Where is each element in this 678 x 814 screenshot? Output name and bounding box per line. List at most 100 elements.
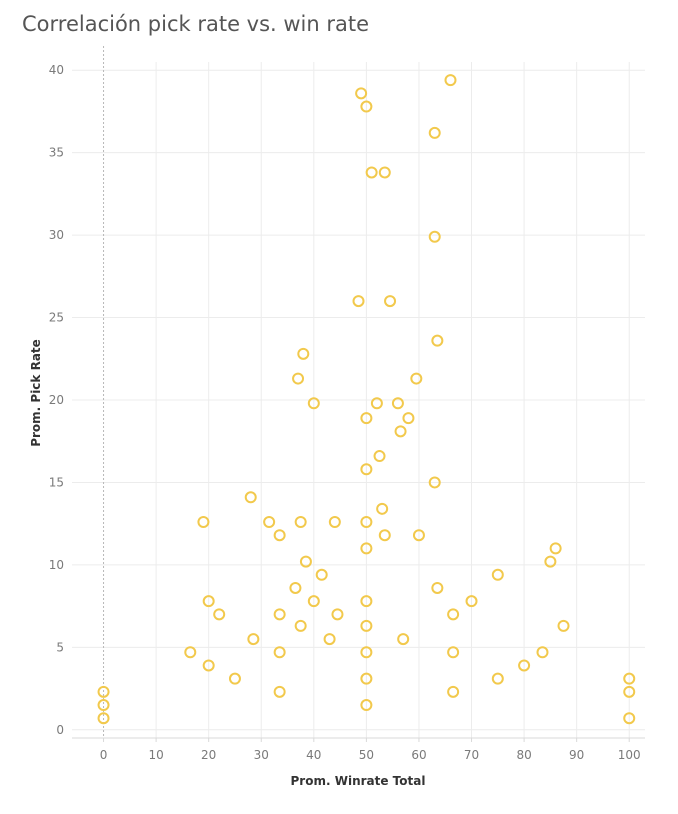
data-point[interactable] [97,712,110,725]
data-point[interactable] [299,555,312,568]
y-tick-label: 15 [49,475,64,489]
data-point[interactable] [315,568,328,581]
data-point[interactable] [391,397,404,410]
data-point[interactable] [273,529,286,542]
data-point[interactable] [360,412,373,425]
data-point[interactable] [360,516,373,529]
y-tick-label: 10 [49,558,64,572]
x-tick-label: 40 [306,748,321,762]
x-tick-label: 10 [148,748,163,762]
data-point[interactable] [360,595,373,608]
data-point[interactable] [428,476,441,489]
data-point[interactable] [623,685,636,698]
data-point[interactable] [213,608,226,621]
data-point[interactable] [428,230,441,243]
data-point[interactable] [378,166,391,179]
data-point[interactable] [431,334,444,347]
data-point[interactable] [491,568,504,581]
data-point[interactable] [394,425,407,438]
data-point[interactable] [557,619,570,632]
data-point[interactable] [447,608,460,621]
data-point[interactable] [228,672,241,685]
data-point[interactable] [273,685,286,698]
chart-title: Correlación pick rate vs. win rate [22,12,370,36]
data-point[interactable] [97,685,110,698]
data-point[interactable] [410,372,423,385]
data-point[interactable] [402,412,415,425]
data-point[interactable] [465,595,478,608]
data-point[interactable] [444,74,457,87]
x-tick-label: 80 [516,748,531,762]
data-point[interactable] [244,491,257,504]
data-point[interactable] [376,502,389,515]
data-point[interactable] [447,685,460,698]
data-point[interactable] [247,633,260,646]
data-point[interactable] [297,347,310,360]
data-point[interactable] [412,529,425,542]
data-point[interactable] [294,516,307,529]
y-tick-label: 20 [49,393,64,407]
data-point[interactable] [184,646,197,659]
y-tick-label: 30 [49,228,64,242]
data-point[interactable] [360,646,373,659]
x-tick-label: 20 [201,748,216,762]
data-point[interactable] [549,542,562,555]
data-point[interactable] [197,516,210,529]
data-point[interactable] [384,295,397,308]
data-point[interactable] [360,100,373,113]
data-point[interactable] [518,659,531,672]
x-tick-label: 0 [100,748,108,762]
data-point[interactable] [536,646,549,659]
y-axis-title: Prom. Pick Rate [29,339,43,447]
data-point[interactable] [360,672,373,685]
data-point[interactable] [378,529,391,542]
data-point[interactable] [360,619,373,632]
data-point[interactable] [365,166,378,179]
x-tick-label: 70 [464,748,479,762]
x-tick-label: 90 [569,748,584,762]
data-point[interactable] [397,633,410,646]
points-layer [97,74,636,725]
data-point[interactable] [360,463,373,476]
data-point[interactable] [355,87,368,100]
data-point[interactable] [360,542,373,555]
data-point[interactable] [202,659,215,672]
x-tick-label: 30 [254,748,269,762]
data-point[interactable] [360,699,373,712]
y-tick-label: 40 [49,63,64,77]
data-point[interactable] [428,126,441,139]
data-point[interactable] [370,397,383,410]
data-point[interactable] [202,595,215,608]
data-point[interactable] [431,581,444,594]
axis-layer: 0 10 20 30 40 50 60 70 80 90 100 0 5 10 15 20 25 30 35 40 [49,63,645,762]
data-point[interactable] [323,633,336,646]
data-point[interactable] [447,646,460,659]
data-point[interactable] [307,595,320,608]
data-point[interactable] [289,581,302,594]
y-tick-label: 0 [56,723,64,737]
data-point[interactable] [373,450,386,463]
x-tick-label: 100 [618,748,641,762]
y-tick-label: 5 [56,640,64,654]
x-axis-title: Prom. Winrate Total [291,774,426,788]
data-point[interactable] [263,516,276,529]
data-point[interactable] [273,608,286,621]
data-point[interactable] [292,372,305,385]
data-point[interactable] [294,619,307,632]
data-point[interactable] [491,672,504,685]
data-point[interactable] [307,397,320,410]
data-point[interactable] [331,608,344,621]
data-point[interactable] [273,646,286,659]
data-point[interactable] [328,516,341,529]
data-point[interactable] [544,555,557,568]
data-point[interactable] [352,295,365,308]
x-tick-label: 60 [411,748,426,762]
data-point[interactable] [97,699,110,712]
y-tick-label: 25 [49,311,64,325]
data-point[interactable] [623,672,636,685]
x-tick-label: 50 [359,748,374,762]
data-point[interactable] [623,712,636,725]
grid-layer [72,46,645,738]
y-tick-label: 35 [49,146,64,160]
